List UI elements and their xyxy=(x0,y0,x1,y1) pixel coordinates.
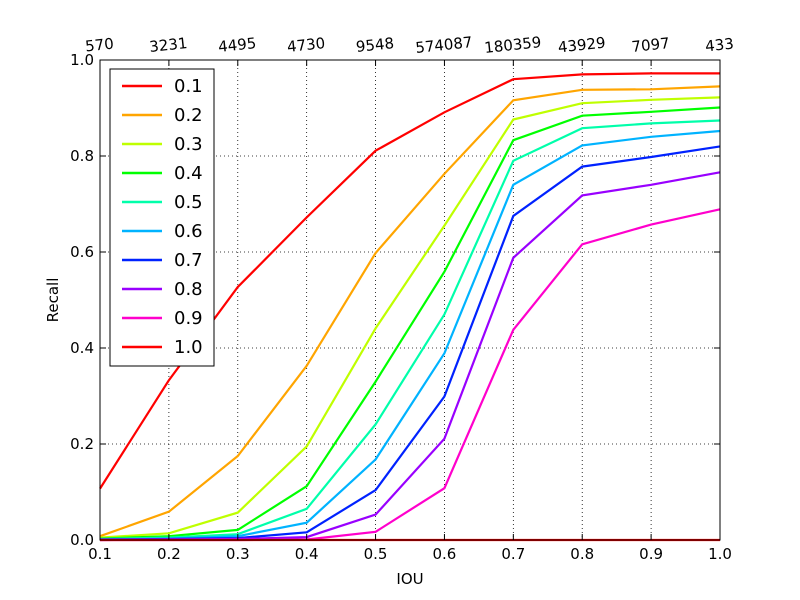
top-count-label: 433 xyxy=(704,35,734,56)
top-count-label: 9548 xyxy=(355,34,395,56)
y-tick-label: 0.2 xyxy=(70,435,94,453)
top-count-label: 4730 xyxy=(286,34,326,56)
series-line-0.4 xyxy=(99,106,721,540)
legend-label: 0.1 xyxy=(174,76,203,97)
top-count-label: 7097 xyxy=(631,34,671,56)
legend-label: 0.8 xyxy=(174,279,203,300)
top-count-label: 574087 xyxy=(415,33,474,57)
x-tick-labels: 0.1 0.2 0.3 0.4 0.5 0.6 0.7 0.8 0.9 1.0 xyxy=(88,545,732,563)
legend-label: 0.4 xyxy=(174,163,203,184)
legend-label: 0.2 xyxy=(174,105,203,126)
top-count-labels: 570 3231 4495 4730 9548 574087 180359 43929 7097… xyxy=(84,33,734,57)
x-tick-label: 0.3 xyxy=(226,545,250,563)
y-tick-labels: 0.0 0.2 0.4 0.6 0.8 1.0 xyxy=(70,51,94,549)
x-tick-label: 1.0 xyxy=(708,545,732,563)
series-line-0.3 xyxy=(99,96,721,539)
y-tick-label: 0.0 xyxy=(70,531,94,549)
series-line-0.2 xyxy=(99,85,721,538)
legend-label: 1.0 xyxy=(174,337,203,358)
x-tick-label: 0.7 xyxy=(501,545,525,563)
top-count-label: 43929 xyxy=(557,34,606,57)
x-tick-label: 0.6 xyxy=(433,545,457,563)
x-axis-title: IOU xyxy=(396,570,423,588)
x-tick-label: 0.1 xyxy=(88,545,112,563)
legend-label: 0.3 xyxy=(174,134,203,155)
top-count-label: 4495 xyxy=(217,34,257,56)
legend-label: 0.6 xyxy=(174,221,203,242)
legend-label: 0.9 xyxy=(174,308,203,329)
y-tick-label: 0.8 xyxy=(70,147,94,165)
legend: 0.1 0.2 0.3 0.4 0.5 0.6 0.7 0.8 0.9 1.0 xyxy=(109,68,215,367)
plot-frame xyxy=(99,59,721,541)
x-tick-label: 0.9 xyxy=(639,545,663,563)
x-tick-label: 0.2 xyxy=(157,545,181,563)
series-line-0.6 xyxy=(99,129,721,541)
top-count-label: 570 xyxy=(84,35,114,56)
y-tick-label: 0.4 xyxy=(70,339,94,357)
series-line-0.5 xyxy=(99,119,721,541)
y-tick-label: 0.6 xyxy=(70,243,94,261)
top-count-label: 3231 xyxy=(148,34,188,56)
axis-ticks xyxy=(99,59,721,541)
legend-entries: 0.1 0.2 0.3 0.4 0.5 0.6 0.7 0.8 0.9 1.0 xyxy=(122,76,203,358)
top-count-label: 180359 xyxy=(483,33,542,57)
y-axis-title: Recall xyxy=(44,278,62,323)
legend-label: 0.7 xyxy=(174,250,203,271)
x-tick-label: 0.4 xyxy=(295,545,319,563)
legend-box xyxy=(109,68,215,367)
legend-label: 0.5 xyxy=(174,192,203,213)
x-tick-label: 0.8 xyxy=(570,545,594,563)
y-tick-label: 1.0 xyxy=(70,51,94,69)
x-tick-label: 0.5 xyxy=(364,545,388,563)
